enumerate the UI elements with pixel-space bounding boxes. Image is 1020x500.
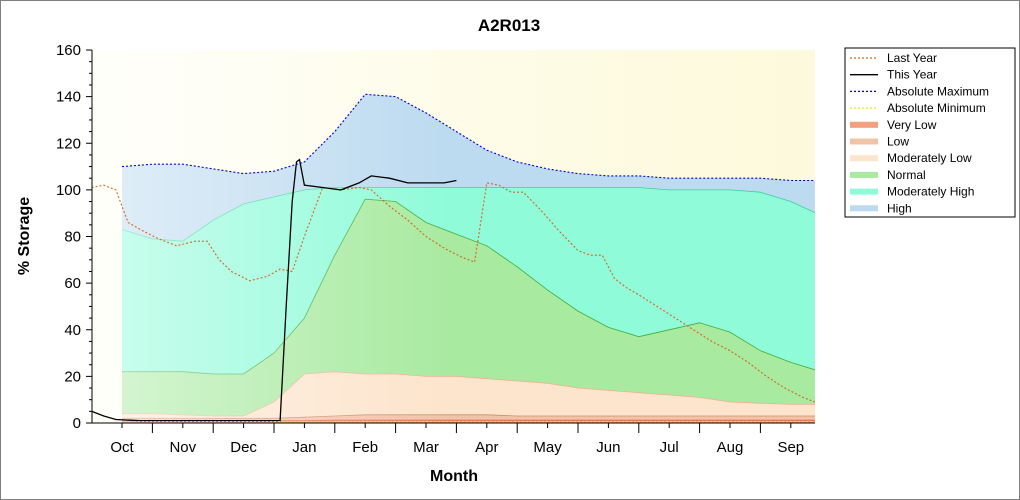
x-tick-label: May <box>533 439 562 456</box>
legend-label: Normal <box>887 168 926 182</box>
legend-item-high: High <box>850 201 912 215</box>
legend-box <box>844 47 1016 218</box>
legend-label: Last Year <box>887 51 937 65</box>
legend-item-moderately-high: Moderately High <box>850 185 974 199</box>
legend-label: Very Low <box>887 118 937 132</box>
legend-swatch <box>850 188 878 195</box>
y-tick-label: 140 <box>56 89 81 106</box>
legend-label: Absolute Maximum <box>887 84 989 98</box>
x-tick-label: Mar <box>413 439 439 456</box>
y-tick-label: 40 <box>64 322 81 339</box>
legend-swatch <box>850 171 878 178</box>
y-tick-label: 120 <box>56 135 81 152</box>
legend-item-last-year: Last Year <box>850 51 937 65</box>
x-tick-label: Aug <box>717 439 744 456</box>
legend-swatch <box>850 205 878 212</box>
series-absolute-maximum <box>121 93 815 182</box>
legend-item-low: Low <box>850 135 909 149</box>
y-tick-label: 160 <box>56 42 81 59</box>
legend-label: High <box>887 201 912 215</box>
y-axis-label: % Storage <box>16 197 33 275</box>
legend-item-normal: Normal <box>850 168 926 182</box>
y-tick-label: 60 <box>64 275 81 292</box>
x-axis-label: Month <box>430 468 478 485</box>
y-tick-label: 20 <box>64 368 81 385</box>
x-tick-label: Jan <box>292 439 316 456</box>
y-tick-label: 100 <box>56 182 81 199</box>
series-lines <box>92 93 815 423</box>
x-tick-label: Dec <box>230 439 257 456</box>
y-tick-label: 80 <box>64 229 81 246</box>
legend-swatch <box>850 138 878 145</box>
legend-label: Low <box>887 135 909 149</box>
x-tick-label: Jun <box>596 439 620 456</box>
x-tick-label: Jul <box>660 439 679 456</box>
legend-item-this-year: This Year <box>850 68 937 82</box>
legend-label: Absolute Minimum <box>887 101 986 115</box>
legend-label: Moderately Low <box>887 151 972 165</box>
legend-swatch <box>850 121 878 128</box>
legend-label: This Year <box>887 68 937 82</box>
legend-label: Moderately High <box>887 185 974 199</box>
x-tick-label: Sep <box>777 439 804 456</box>
legend-item-absolute-minimum: Absolute Minimum <box>850 101 986 115</box>
axes: 0 20 40 60 80 100 120 140 160 Oct Nov Dec Jan Feb Mar A… <box>56 42 815 456</box>
legend-item-moderately-low: Moderately Low <box>850 151 972 165</box>
band-fade-overlay <box>92 50 452 423</box>
x-tick-label: Feb <box>352 439 378 456</box>
legend-item-very-low: Very Low <box>850 118 937 132</box>
legend-item-absolute-maximum: Absolute Maximum <box>850 84 989 98</box>
legend: Last Year This Year Absolute Maximum Absolu… <box>844 47 1016 218</box>
x-tick-label: Apr <box>475 439 498 456</box>
series-last-year <box>92 182 815 403</box>
y-tick-label: 0 <box>73 415 81 432</box>
series-this-year <box>92 158 457 422</box>
x-tick-label: Nov <box>169 439 196 456</box>
legend-swatch <box>850 155 878 162</box>
chart-title: A2R013 <box>478 16 540 35</box>
x-tick-label: Oct <box>110 439 134 456</box>
